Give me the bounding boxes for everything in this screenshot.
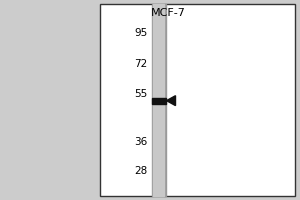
Text: 36: 36 [134, 137, 148, 147]
Text: 28: 28 [134, 166, 148, 176]
Text: 72: 72 [134, 59, 148, 69]
Polygon shape [167, 96, 176, 106]
Text: 55: 55 [134, 89, 148, 99]
Bar [152, 4, 166, 196]
Text: 95: 95 [134, 28, 148, 38]
Bar [152, 98, 166, 104]
Text: MCF-7: MCF-7 [151, 8, 186, 18]
Bar [100, 4, 295, 196]
Bar [153, 4, 164, 196]
